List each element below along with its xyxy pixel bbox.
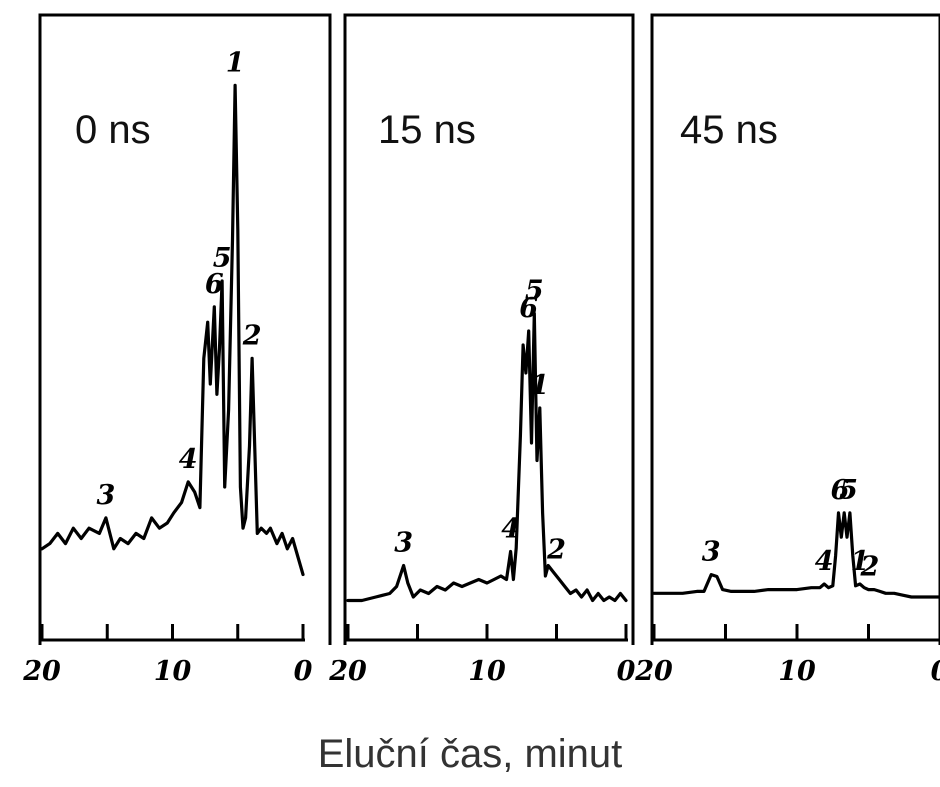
peak-label-3: 3	[702, 537, 721, 568]
peak-label-1: 1	[851, 546, 870, 577]
peak-label-3: 3	[97, 480, 116, 511]
chromatogram-panel-1: 20 10 0 1 2 3 4 56 0 ns	[22, 13, 332, 687]
x-tick-label: 20	[22, 656, 61, 687]
x-tick-label: 10	[778, 656, 816, 687]
panel-frame	[343, 13, 635, 645]
chromatogram-panel-3: 2010012345645 ns	[634, 13, 940, 687]
x-tick-label: 20	[634, 656, 673, 687]
panel-title: 45 ns	[680, 108, 778, 152]
peak-label-4: 4	[815, 546, 834, 577]
x-axis-label: Eluční čas, minut	[317, 732, 623, 776]
panel-title: 15 ns	[378, 108, 476, 152]
panel-frame	[38, 13, 332, 645]
peak-label-1: 1	[226, 47, 245, 78]
peak-label-1: 1	[530, 370, 549, 401]
peak-label-3: 3	[394, 528, 413, 559]
peak-label-2: 2	[860, 552, 880, 583]
peak-label-6: 6	[831, 475, 850, 506]
chromatogram-trace	[40, 83, 305, 577]
peak-label-5: 5	[525, 276, 544, 307]
chromatogram-trace	[652, 511, 940, 599]
x-tick-label: 10	[154, 656, 192, 687]
peak-label-5: 5	[213, 243, 232, 274]
x-tick-label: 0	[294, 656, 313, 687]
panel-title: 0 ns	[75, 108, 151, 152]
x-tick-label: 0	[931, 656, 940, 687]
x-tick-label: 20	[328, 656, 367, 687]
peak-label-6: 6	[519, 293, 538, 324]
peak-label-4: 4	[501, 514, 520, 545]
chromatogram-panel-2: 20 10 0 1 2 3 4 56 15 ns	[328, 13, 636, 687]
x-tick-label: 0	[617, 656, 636, 687]
peak-label-2: 2	[546, 535, 566, 566]
panel-frame	[650, 13, 940, 645]
peak-label-4: 4	[179, 444, 198, 475]
peak-label-5: 5	[839, 475, 858, 506]
peak-label-6: 6	[205, 269, 224, 300]
peak-label-2: 2	[242, 320, 262, 351]
x-tick-label: 10	[468, 656, 506, 687]
chromatogram-trace	[346, 311, 628, 603]
